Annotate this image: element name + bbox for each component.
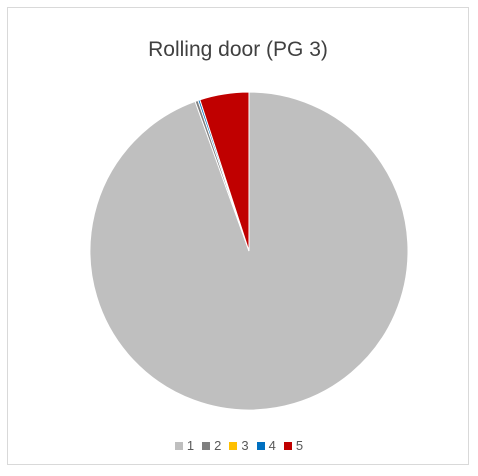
pie-slices [89,91,409,411]
legend-entry-5: 5 [283,438,304,453]
legend-swatch-2 [202,441,211,450]
legend-swatch-4 [256,441,265,450]
legend-entry-2: 2 [202,438,221,453]
legend-label-4: 4 [268,438,276,453]
chart-title: Rolling door (PG 3) [148,38,328,61]
legend-label-2: 2 [214,438,222,453]
legend-swatch-3 [229,441,238,450]
legend-swatch-5 [283,441,292,450]
pie-slice-5 [199,91,250,252]
legend-label-1: 1 [186,438,195,453]
legend-entry-3: 3 [229,438,249,453]
legend-label-3: 3 [241,438,249,453]
legend-swatch-1 [174,441,183,450]
legend-entry-1: 1 [174,438,195,453]
legend-entry-4: 4 [256,438,276,453]
chart-legend: 1 2 3 4 5 [0,438,478,453]
legend-label-5: 5 [295,438,304,453]
